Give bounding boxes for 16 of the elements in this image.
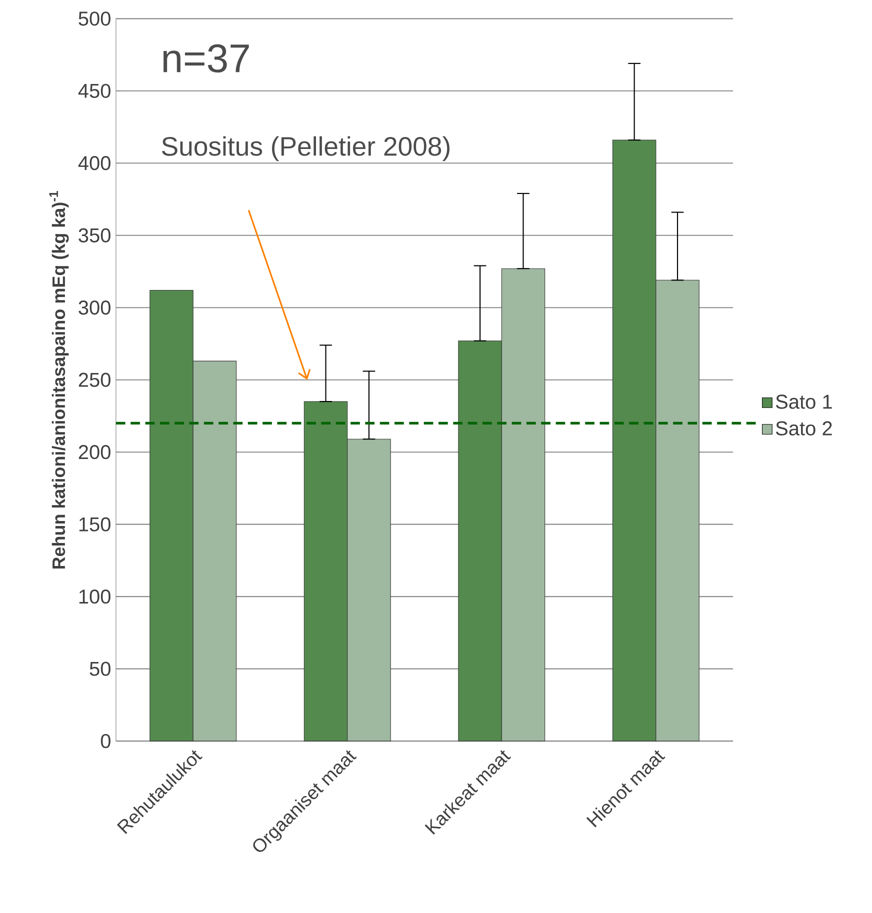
legend-label: Sato 1 bbox=[776, 394, 832, 409]
legend-label: Sato 2 bbox=[776, 421, 832, 436]
y-tick-label: 350 bbox=[78, 228, 111, 242]
y-axis-title: Rehun kationi/anionitasapaino mEq (kg ka)$^{-1}$ bbox=[49, 190, 69, 569]
y-tick-label: 450 bbox=[78, 84, 111, 98]
y-tick-label: 100 bbox=[80, 589, 111, 604]
y-tick-label: 150 bbox=[80, 517, 111, 532]
y-tick-label: 0 bbox=[101, 734, 111, 748]
y-tick-label: 250 bbox=[79, 372, 111, 387]
y-tick-label: 50 bbox=[90, 662, 111, 676]
y-tick-label: 400 bbox=[78, 156, 111, 170]
y-tick-label: 500 bbox=[78, 12, 111, 26]
y-tick-label: 300 bbox=[78, 300, 111, 315]
y-tick-label: 200 bbox=[79, 445, 111, 460]
annotation: Suositus (Pelletier 2008) bbox=[162, 136, 450, 162]
annotation: n=37 bbox=[164, 44, 249, 73]
